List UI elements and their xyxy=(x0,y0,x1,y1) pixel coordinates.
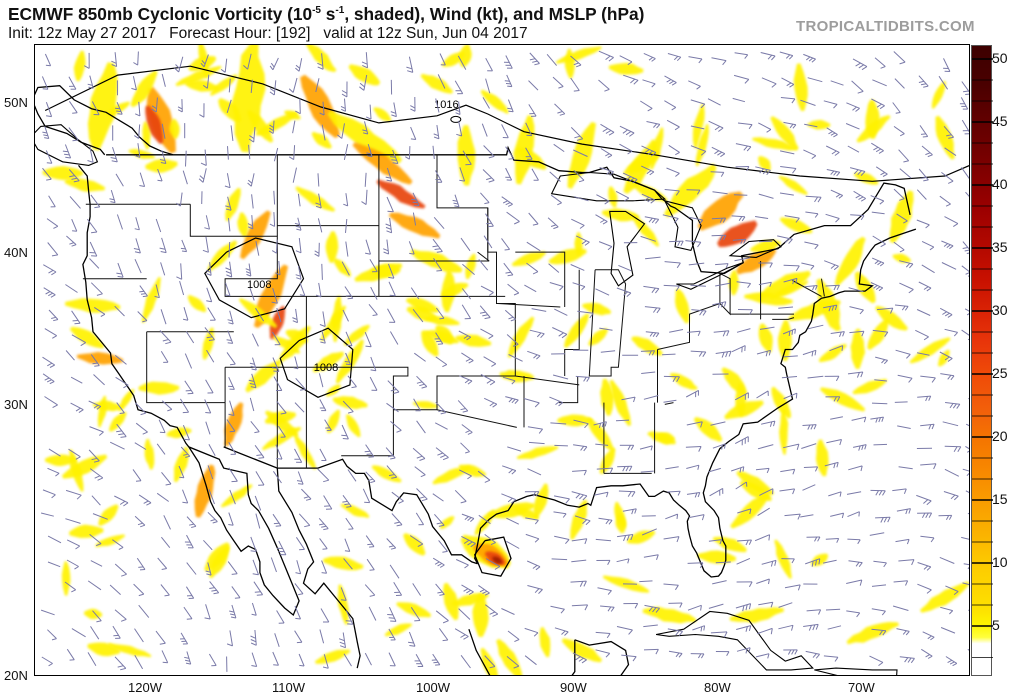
svg-text:1008: 1008 xyxy=(314,362,338,374)
